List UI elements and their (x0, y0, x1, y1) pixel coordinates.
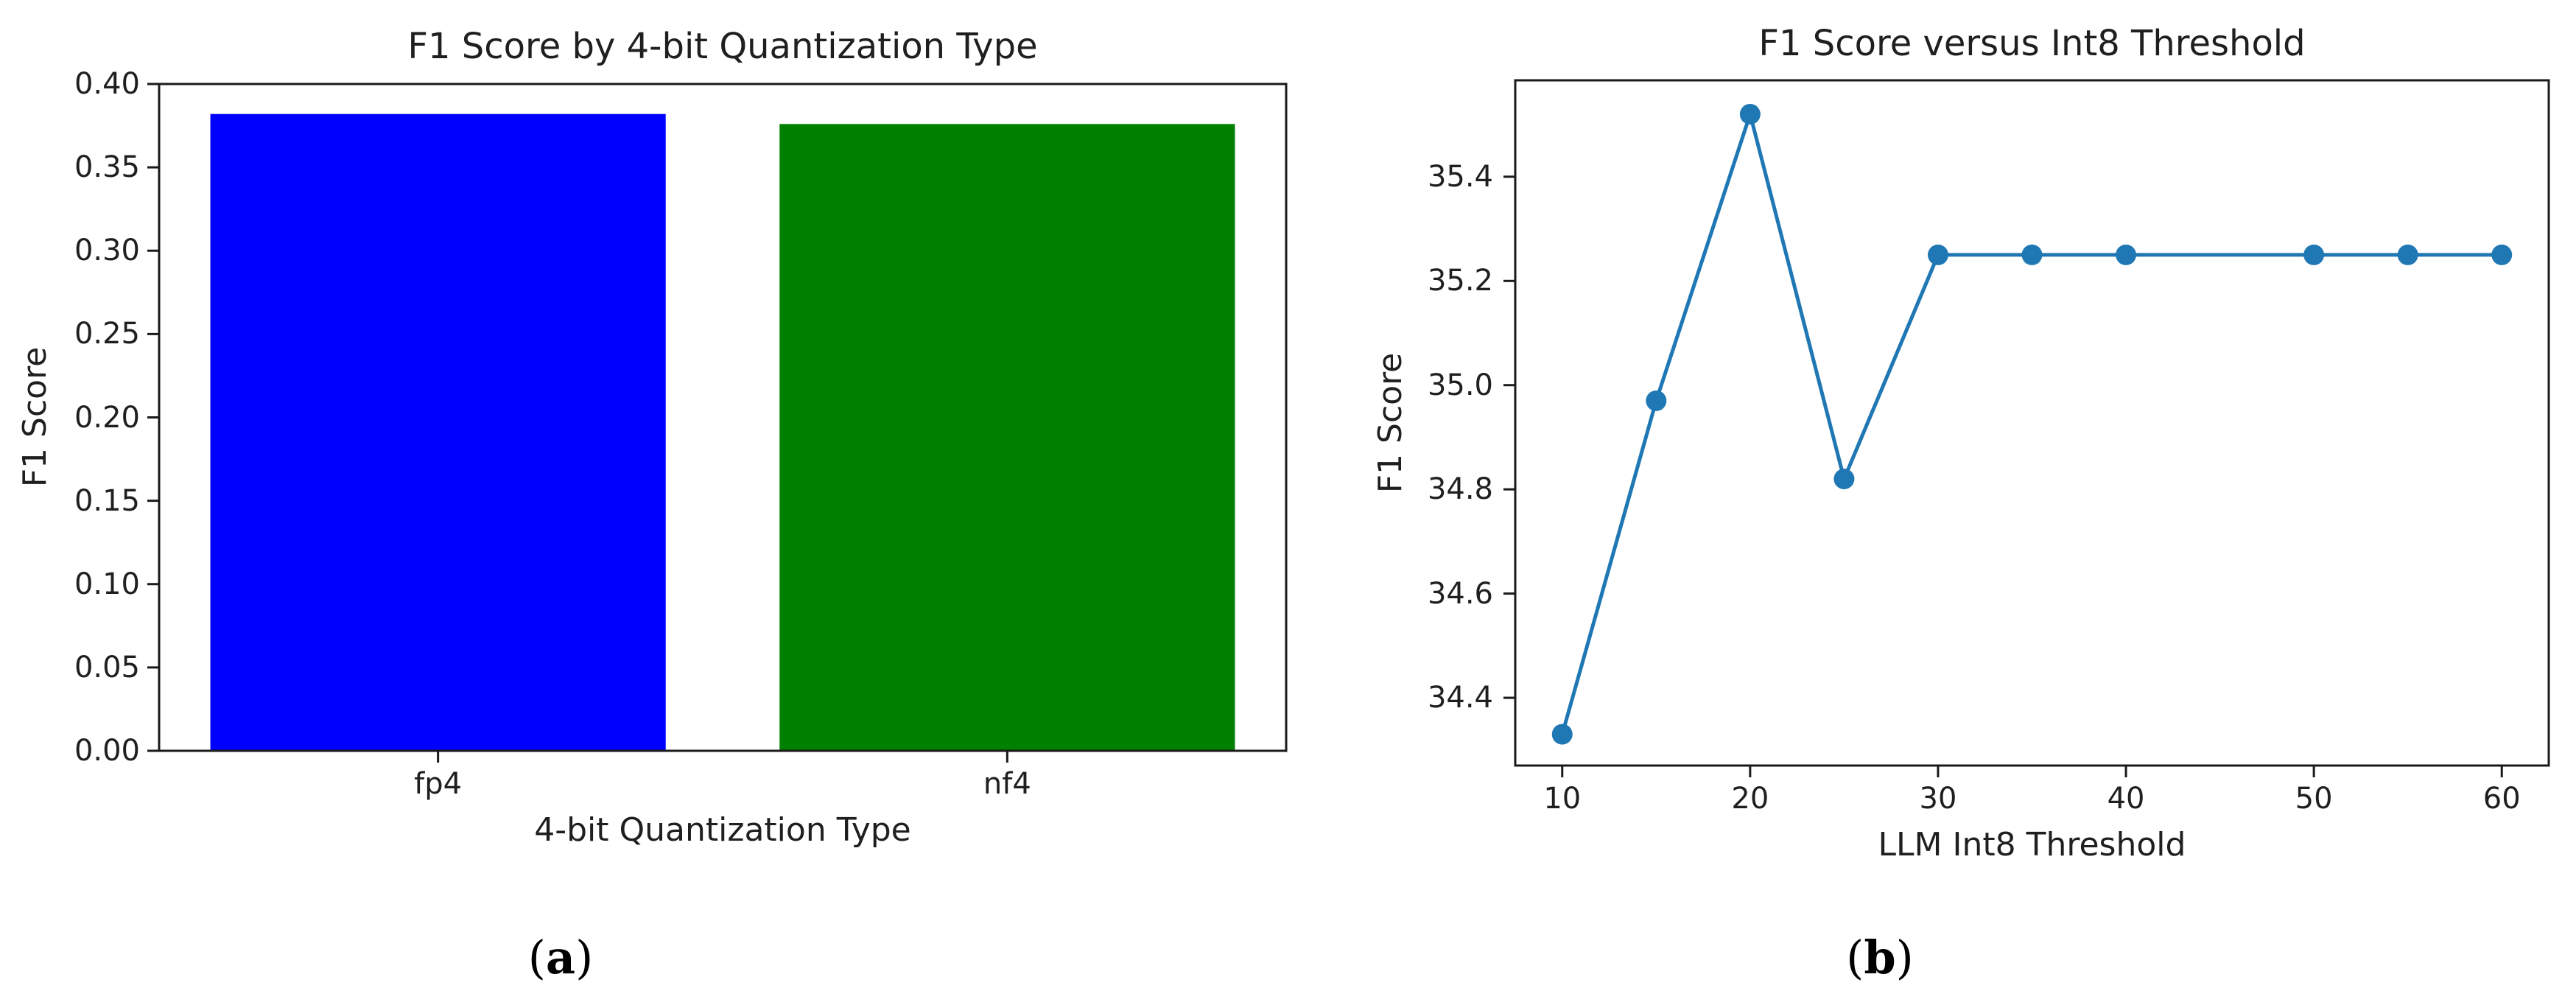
bar-chart-title: F1 Score by 4-bit Quantization Type (407, 26, 1038, 67)
line-chart-spines (1514, 79, 2550, 767)
caption-a-close-paren: ) (575, 931, 594, 984)
line-chart-y-tick-label: 35.0 (1427, 368, 1493, 402)
line-chart-x-tick-label: 40 (2107, 782, 2145, 816)
data-point-marker (1739, 103, 1761, 125)
f1-score-line (1560, 108, 2502, 735)
bar-chart-y-tick-label: 0.20 (74, 400, 140, 435)
caption-b-close-paren: ) (1895, 931, 1914, 984)
line-chart-x-tick-label: 30 (1919, 782, 1957, 816)
subfigure-a-caption: (a) (528, 930, 594, 986)
data-point-marker (2116, 244, 2137, 265)
bar-chart-y-tick-label: 0.05 (74, 650, 140, 684)
bar-chart-y-tick-label: 0.10 (74, 567, 140, 601)
line-chart-x-axis-label: LLM Int8 Threshold (1878, 826, 2186, 864)
bar-chart-x-tick-label: nf4 (983, 767, 1031, 801)
line-chart-x-tick-label: 20 (1731, 782, 1769, 816)
bar-chart-y-tick-label: 0.25 (74, 317, 140, 351)
caption-b-open-paren: ( (1846, 931, 1864, 984)
caption-b-letter: b (1864, 931, 1896, 984)
line-chart-y-tick-label: 35.2 (1427, 264, 1493, 298)
line-chart-y-tick-label: 34.4 (1427, 681, 1493, 715)
bar-chart-y-tick-label: 0.00 (74, 734, 140, 768)
line-chart-y-tick-label: 35.4 (1427, 159, 1493, 194)
bar-chart-plot-area (147, 83, 1288, 763)
bar-chart-y-tick-label: 0.30 (74, 234, 140, 268)
data-point-marker (2397, 244, 2418, 265)
data-point-marker (1646, 390, 1667, 411)
line-chart-y-tick-label: 34.6 (1427, 576, 1493, 611)
bar-chart-x-tick-label: fp4 (414, 767, 463, 801)
data-point-marker (1833, 469, 1855, 490)
line-chart-plot-area (1503, 79, 2550, 777)
bar-chart-y-tick-label: 0.35 (74, 150, 140, 185)
bar-nf4 (779, 124, 1235, 752)
line-chart-title: F1 Score versus Int8 Threshold (1758, 23, 2306, 64)
caption-a-letter: a (545, 931, 576, 984)
line-chart-y-tick-label: 34.8 (1427, 472, 1493, 507)
bar-chart-y-tick-label: 0.40 (74, 67, 140, 101)
subfigure-b-caption: (b) (1846, 930, 1914, 986)
bar-fp4 (210, 113, 666, 752)
bar-chart-spines (158, 83, 1288, 752)
data-point-marker (2303, 244, 2325, 265)
bar-chart-y-tick-label: 0.15 (74, 483, 140, 518)
data-point-marker (1551, 724, 1573, 745)
line-chart-x-tick-label: 10 (1543, 782, 1582, 816)
data-point-marker (2491, 244, 2513, 265)
line-chart-x-tick-label: 50 (2295, 782, 2333, 816)
caption-a-open-paren: ( (527, 931, 546, 984)
line-chart-x-tick-label: 60 (2482, 782, 2521, 816)
data-point-marker (1927, 244, 1948, 265)
bar-chart-x-axis-label: 4-bit Quantization Type (534, 811, 911, 849)
data-point-marker (2021, 244, 2043, 265)
